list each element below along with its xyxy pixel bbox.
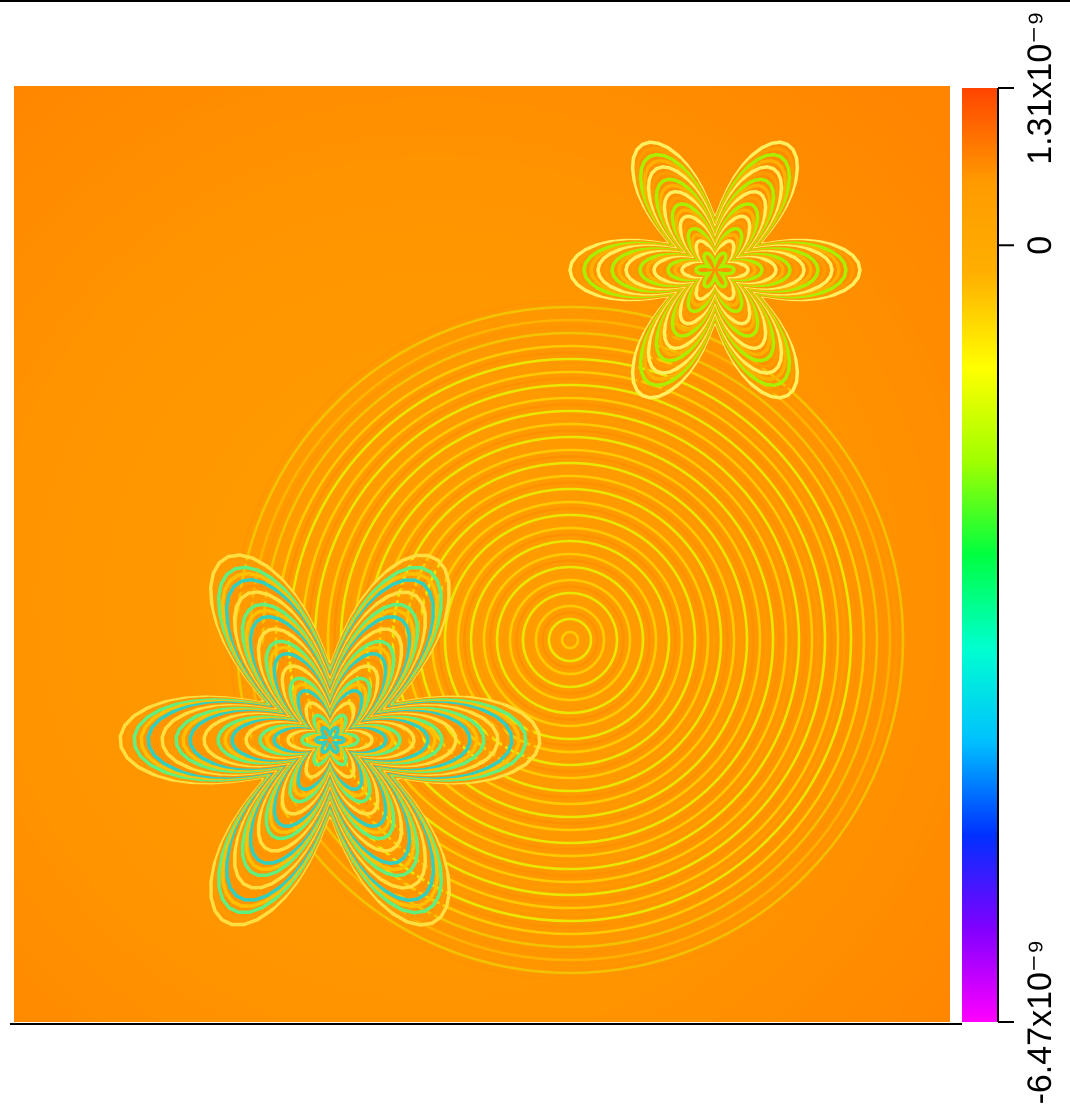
tick-label: 0: [1021, 236, 1059, 255]
chart: 1.31x10⁻⁹ 0 -6.47x10⁻⁹: [0, 0, 1070, 1118]
colorbar: [962, 88, 998, 1022]
tick-label: 1.31x10⁻⁹: [1021, 11, 1059, 165]
tick-label: -6.47x10⁻⁹: [1021, 940, 1059, 1105]
